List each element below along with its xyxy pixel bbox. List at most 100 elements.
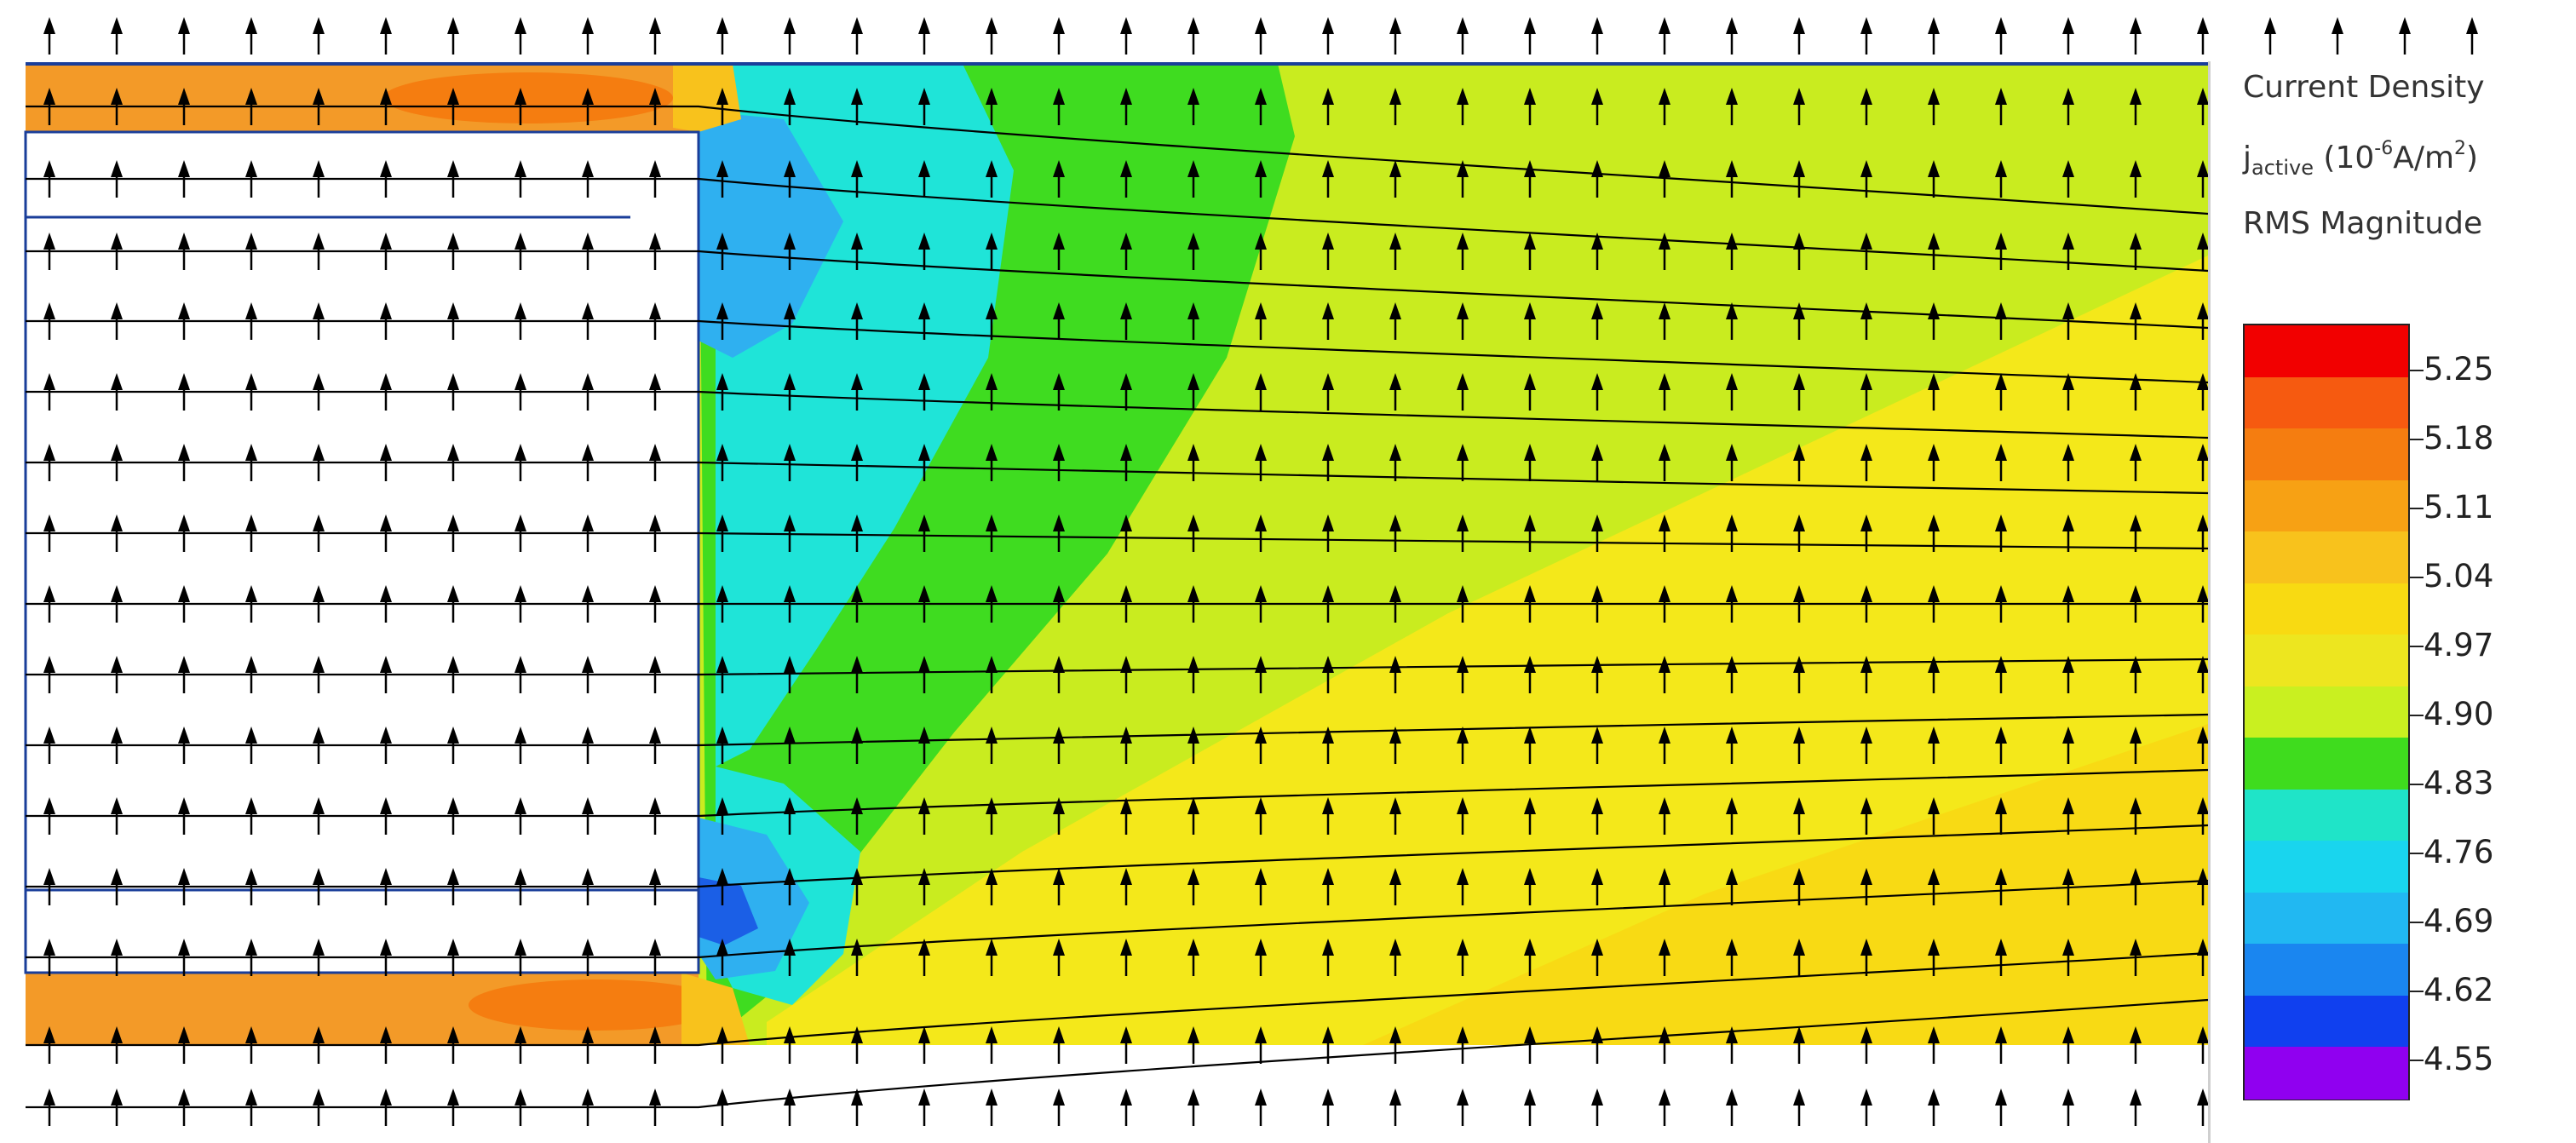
current-vector-arrow: [178, 160, 190, 198]
current-vector-arrow: [1860, 373, 1872, 411]
current-vector-arrow: [1726, 88, 1738, 125]
current-vector-arrow: [1389, 727, 1401, 764]
current-vector-arrow: [313, 797, 325, 835]
current-vector-arrow: [1524, 233, 1536, 270]
current-vector-arrow: [515, 373, 526, 411]
current-vector-arrow: [2130, 868, 2142, 905]
current-vector-arrow: [1322, 88, 1334, 125]
current-vector-arrow: [447, 160, 459, 198]
current-vector-arrow: [986, 585, 998, 623]
current-vector-arrow: [43, 797, 55, 835]
legend-unit-sq: 2: [2454, 138, 2467, 159]
current-vector-arrow: [111, 373, 123, 411]
current-vector-arrow: [1591, 1088, 1603, 1126]
current-vector-arrow: [1995, 868, 2007, 905]
current-vector-arrow: [1726, 373, 1738, 411]
current-vector-arrow: [111, 868, 123, 905]
current-vector-arrow: [1995, 1088, 2007, 1126]
current-vector-arrow: [313, 160, 325, 198]
current-vector-arrow: [1928, 727, 1940, 764]
current-vector-arrow: [2062, 727, 2074, 764]
current-vector-arrow: [1457, 939, 1469, 976]
current-vector-arrow: [178, 868, 190, 905]
current-vector-arrow: [1995, 160, 2007, 198]
current-vector-arrow: [2197, 1088, 2209, 1126]
current-vector-arrow: [1591, 1026, 1603, 1064]
current-vector-arrow: [1389, 302, 1401, 340]
color-scale-bar: [2243, 324, 2410, 1100]
current-vector-arrow: [2130, 797, 2142, 835]
current-vector-arrow: [1591, 17, 1603, 55]
current-vector-arrow: [1322, 17, 1334, 55]
current-vector-arrow: [582, 868, 594, 905]
current-vector-arrow: [1659, 656, 1670, 693]
color-scale-tick-label: 4.69: [2424, 903, 2494, 939]
current-vector-arrow: [2197, 233, 2209, 270]
current-vector-arrow: [2130, 17, 2142, 55]
color-scale-tick: [2410, 577, 2424, 578]
current-vector-arrow: [1053, 233, 1065, 270]
current-vector-arrow: [1120, 1088, 1132, 1126]
current-vector-arrow: [515, 514, 526, 552]
current-vector-arrow: [1860, 585, 1872, 623]
current-vector-arrow: [2130, 233, 2142, 270]
current-vector-arrow: [313, 373, 325, 411]
current-vector-arrow: [1187, 868, 1199, 905]
current-vector-arrow: [1322, 585, 1334, 623]
current-vector-arrow: [1995, 656, 2007, 693]
current-vector-arrow: [851, 797, 863, 835]
current-vector-arrow: [1389, 373, 1401, 411]
legend-units: jactive (10-6A/m2): [2243, 138, 2478, 180]
color-scale-swatch: [2245, 583, 2408, 636]
current-vector-arrow: [649, 797, 661, 835]
current-vector-arrow: [986, 1088, 998, 1126]
current-vector-arrow: [1995, 514, 2007, 552]
current-vector-arrow: [716, 444, 728, 481]
current-vector-arrow: [1187, 939, 1199, 976]
current-vector-arrow: [1591, 444, 1603, 481]
current-vector-arrow: [716, 160, 728, 198]
color-scale-swatch: [2245, 738, 2408, 790]
current-vector-arrow: [649, 514, 661, 552]
current-vector-arrow: [2062, 656, 2074, 693]
current-vector-arrow: [784, 17, 796, 55]
current-vector-arrow: [1187, 444, 1199, 481]
current-vector-arrow: [1053, 1088, 1065, 1126]
current-vector-arrow: [43, 17, 55, 55]
current-vector-arrow: [1995, 797, 2007, 835]
current-vector-arrow: [1524, 302, 1536, 340]
current-vector-arrow: [1659, 233, 1670, 270]
current-vector-arrow: [1457, 868, 1469, 905]
current-vector-arrow: [1793, 514, 1805, 552]
current-vector-arrow: [1389, 868, 1401, 905]
current-vector-arrow: [1187, 17, 1199, 55]
current-vector-arrow: [1659, 727, 1670, 764]
current-vector-arrow: [1187, 302, 1199, 340]
current-vector-arrow: [918, 160, 930, 198]
current-vector-arrow: [2399, 17, 2411, 55]
current-vector-arrow: [178, 727, 190, 764]
current-vector-arrow: [245, 233, 257, 270]
current-vector-arrow: [245, 514, 257, 552]
current-vector-arrow: [1457, 88, 1469, 125]
current-vector-arrow: [1928, 1088, 1940, 1126]
current-vector-arrow: [1726, 868, 1738, 905]
current-vector-arrow: [1860, 868, 1872, 905]
current-vector-arrow: [2197, 88, 2209, 125]
current-vector-arrow: [313, 868, 325, 905]
current-vector-arrow: [1860, 656, 1872, 693]
current-vector-arrow: [716, 17, 728, 55]
current-vector-arrow: [1053, 444, 1065, 481]
legend-unit-close: ): [2466, 141, 2479, 175]
current-vector-arrow: [1120, 17, 1132, 55]
color-scale-tick-label: 4.55: [2424, 1041, 2494, 1077]
current-vector-arrow: [1389, 444, 1401, 481]
current-vector-arrow: [515, 868, 526, 905]
current-vector-arrow: [1120, 939, 1132, 976]
current-vector-arrow: [851, 1088, 863, 1126]
current-vector-arrow: [178, 17, 190, 55]
current-vector-arrow: [716, 373, 728, 411]
current-vector-arrow: [2062, 868, 2074, 905]
legend-measure: RMS Magnitude: [2243, 206, 2483, 241]
current-vector-arrow: [178, 233, 190, 270]
